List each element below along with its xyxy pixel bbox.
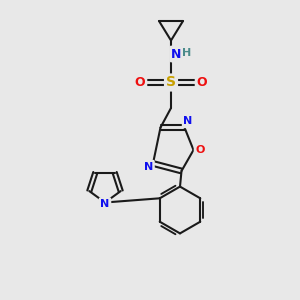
- Text: S: S: [166, 76, 176, 89]
- Text: O: O: [195, 145, 205, 155]
- Text: N: N: [144, 161, 153, 172]
- Text: N: N: [184, 116, 193, 127]
- Text: N: N: [171, 47, 182, 61]
- Text: O: O: [196, 76, 207, 89]
- Text: O: O: [135, 76, 146, 89]
- Text: H: H: [182, 48, 191, 58]
- Text: N: N: [100, 199, 109, 209]
